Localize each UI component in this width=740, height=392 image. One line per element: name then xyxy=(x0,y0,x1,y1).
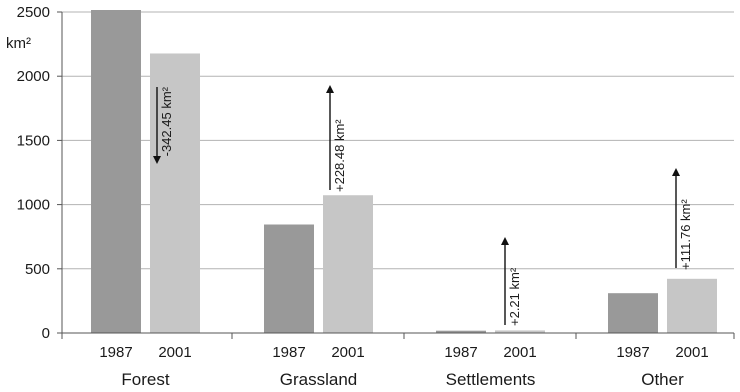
bar-other-2001 xyxy=(667,278,717,333)
year-label: 1987 xyxy=(444,344,477,361)
labels: 0 500 1000 1500 2000 2500 1987 2001 Forest 1987 20… xyxy=(17,4,709,389)
category-label: Grassland xyxy=(280,370,357,389)
bar-settlements-2001 xyxy=(495,330,545,333)
year-label: 1987 xyxy=(272,344,305,361)
year-label: 2001 xyxy=(331,344,364,361)
bar-forest-2001 xyxy=(150,53,200,333)
axes xyxy=(57,11,735,339)
y-tick-label: 2500 xyxy=(17,4,50,21)
y-tick-label: 0 xyxy=(42,325,50,342)
bars xyxy=(91,10,717,333)
change-label-other: +111.76 km² xyxy=(678,199,693,270)
bar-grassland-2001 xyxy=(323,195,373,333)
category-label: Forest xyxy=(121,370,169,389)
change-annotations: -342.45 km² +228.48 km² +2.21 km² +111.76 k… xyxy=(153,85,693,326)
y-tick-label: 1000 xyxy=(17,197,50,214)
bar-other-1987 xyxy=(608,293,658,333)
y-tick-label: 500 xyxy=(25,261,50,278)
year-label: 2001 xyxy=(675,344,708,361)
bar-forest-1987 xyxy=(91,10,141,333)
y-tick-label: 1500 xyxy=(17,132,50,149)
category-label: Settlements xyxy=(446,370,536,389)
year-label: 1987 xyxy=(616,344,649,361)
change-label-grassland: +228.48 km² xyxy=(332,119,347,192)
change-label-settlements: +2.21 km² xyxy=(507,267,522,326)
change-label-forest: -342.45 km² xyxy=(159,86,174,156)
bar-settlements-1987 xyxy=(436,330,486,333)
year-label: 2001 xyxy=(158,344,191,361)
y-unit-label: km² xyxy=(6,35,31,52)
year-label: 1987 xyxy=(99,344,132,361)
category-label: Other xyxy=(641,370,684,389)
bar-grassland-1987 xyxy=(264,224,314,333)
year-label: 2001 xyxy=(503,344,536,361)
y-tick-label: 2000 xyxy=(17,68,50,85)
